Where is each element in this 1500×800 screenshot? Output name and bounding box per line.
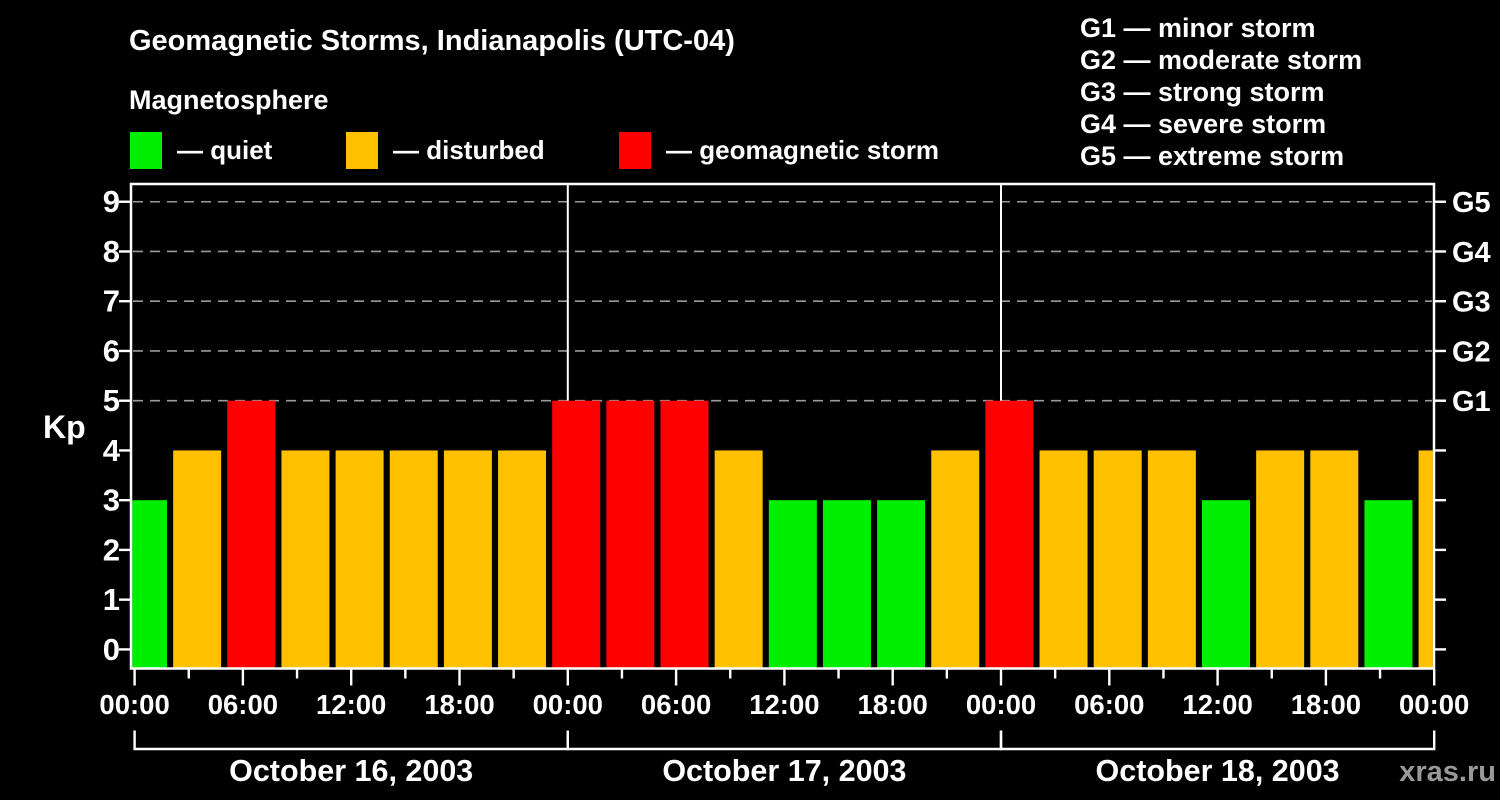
kp-bar — [132, 500, 167, 668]
kp-tick-label: 0 — [103, 632, 120, 667]
legend-item-storm: — geomagnetic storm — [619, 132, 939, 169]
kp-bar — [1418, 450, 1433, 668]
g-axis-label-g3: G3 — [1452, 287, 1491, 319]
time-tick-label: 06:00 — [208, 689, 278, 720]
kp-bar — [877, 500, 926, 668]
kp-bar — [1256, 450, 1305, 668]
time-tick-label: 18:00 — [424, 689, 494, 720]
kp-bar — [660, 400, 709, 668]
kp-bar — [606, 400, 655, 668]
legend-label-disturbed: — disturbed — [393, 135, 545, 165]
time-tick-label: 12:00 — [316, 689, 386, 720]
kp-bar — [552, 400, 601, 668]
g-axis-label-g1: G1 — [1452, 386, 1491, 418]
g1-legend-line: G1 — minor storm — [1080, 13, 1316, 43]
kp-bar — [714, 450, 763, 668]
g-scale-legend: G1 — minor storm G2 — moderate storm G3 … — [1080, 12, 1362, 172]
time-tick-label: 12:00 — [1182, 689, 1252, 720]
xras-watermark: xras.ru — [1399, 756, 1496, 788]
date-label: October 17, 2003 — [662, 754, 906, 788]
kp-tick-label: 9 — [103, 184, 120, 219]
kp-axis-title: Kp — [43, 409, 86, 445]
g-axis-label-g5: G5 — [1452, 187, 1491, 219]
kp-bar — [1147, 450, 1196, 668]
disturbed-swatch — [346, 132, 378, 169]
kp-tick-label: 8 — [103, 234, 120, 269]
time-tick-label: 06:00 — [641, 689, 711, 720]
kp-bar — [498, 450, 547, 668]
kp-tick-label: 7 — [103, 284, 120, 319]
kp-tick-label: 5 — [103, 383, 120, 418]
kp-bar — [227, 400, 276, 668]
legend-label-quiet: — quiet — [177, 135, 273, 165]
date-bracket — [133, 730, 569, 751]
g-axis-labels: G1 G2 G3 G4 G5 — [1452, 187, 1491, 418]
kp-bar — [389, 450, 438, 668]
kp-bar — [985, 400, 1034, 668]
g2-legend-line: G2 — moderate storm — [1080, 45, 1363, 75]
plot-border — [129, 182, 1436, 670]
date-label: October 18, 2003 — [1096, 754, 1340, 788]
time-tick-label: 00:00 — [966, 689, 1036, 720]
storm-swatch — [619, 132, 651, 169]
time-tick-label: 00:00 — [99, 689, 169, 720]
kp-bar — [1093, 450, 1142, 668]
kp-bars — [132, 400, 1433, 668]
date-bracket — [999, 730, 1436, 751]
kp-tick-label: 1 — [103, 582, 120, 617]
kp-bar — [1202, 500, 1250, 668]
kp-tick-label: 2 — [103, 532, 120, 567]
page-title: Geomagnetic Storms, Indianapolis (UTC-04… — [129, 25, 735, 57]
kp-bar — [335, 450, 384, 668]
kp-bar — [443, 450, 492, 668]
kp-bar — [822, 500, 871, 668]
time-tick-label: 06:00 — [1074, 689, 1144, 720]
g5-legend-line: G5 — extreme storm — [1080, 141, 1345, 171]
kp-bar — [1364, 500, 1413, 668]
date-bracket — [566, 730, 1003, 751]
time-tick-label: 00:00 — [1399, 689, 1469, 720]
g3-legend-line: G3 — strong storm — [1080, 77, 1325, 107]
g-axis-label-g4: G4 — [1452, 237, 1491, 269]
time-tick-label: 00:00 — [533, 689, 603, 720]
kp-bar — [281, 450, 330, 668]
time-axis: 00:00 06:00 12:00 18:00 00:00 06:00 12:00 18:00… — [99, 669, 1469, 720]
magnetosphere-subtitle: Magnetosphere — [129, 85, 329, 115]
date-label: October 16, 2003 — [229, 754, 473, 788]
kp-tick-label: 3 — [103, 483, 120, 518]
kp-tick-label: 4 — [103, 433, 121, 468]
legend-label-storm: — geomagnetic storm — [666, 135, 940, 165]
legend-item-quiet: — quiet — [130, 132, 272, 169]
g4-legend-line: G4 — severe storm — [1080, 109, 1327, 139]
quiet-swatch — [130, 132, 162, 169]
kp-bar — [173, 450, 222, 668]
kp-bar — [1039, 450, 1088, 668]
date-brackets: October 16, 2003 October 17, 2003 October … — [133, 730, 1436, 788]
kp-bar — [768, 500, 817, 668]
kp-axis: 0 1 2 3 4 5 6 7 8 9 Kp — [43, 184, 1446, 667]
time-tick-label: 18:00 — [858, 689, 928, 720]
time-tick-label: 12:00 — [749, 689, 819, 720]
legend-item-disturbed: — disturbed — [346, 132, 545, 169]
gridlines — [133, 200, 1432, 402]
time-tick-label: 18:00 — [1291, 689, 1361, 720]
kp-tick-label: 6 — [103, 333, 120, 368]
g-axis-label-g2: G2 — [1452, 336, 1491, 368]
kp-bar — [1310, 450, 1359, 668]
kp-bar — [931, 450, 980, 668]
